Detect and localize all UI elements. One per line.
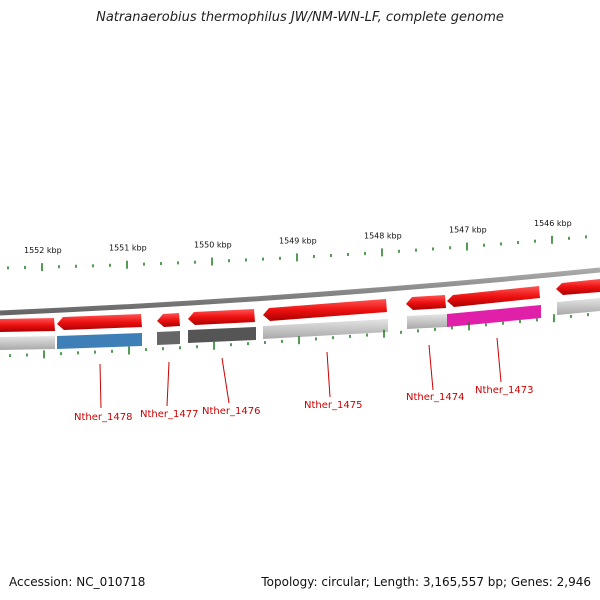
gene-label-nther-1476: Nther_1476 [202, 406, 260, 417]
gene-leader-lines [99, 337, 502, 409]
leader-line [326, 351, 331, 398]
kbp-label: 1552 kbp [24, 246, 62, 255]
kbp-label: 1549 kbp [279, 236, 317, 245]
kbp-labels: 1552 kbp 1551 kbp 1550 kbp 1549 kbp 1548 kbp… [24, 219, 572, 255]
gene-block-nther-1476 [188, 327, 256, 343]
cds-arrow [447, 286, 540, 307]
cds-arrow [157, 313, 180, 327]
leader-line [221, 357, 230, 404]
kbp-label: 1547 kbp [449, 226, 487, 235]
gene-block-nther-1473 [447, 305, 541, 327]
gene-block [0, 336, 55, 350]
gene-label-nther-1478: Nther_1478 [74, 412, 132, 423]
cds-arrow [57, 314, 142, 330]
kbp-label: 1548 kbp [364, 231, 402, 240]
cds-track-red [0, 279, 600, 332]
gene-label-nther-1475: Nther_1475 [304, 400, 362, 411]
genome-summary: Topology: circular; Length: 3,165,557 bp… [261, 575, 591, 589]
gene-label-nther-1477: Nther_1477 [140, 409, 198, 420]
cds-arrow [0, 318, 55, 332]
leader-line [99, 363, 102, 409]
cds-arrow [406, 295, 446, 310]
genome-backbone [0, 267, 600, 316]
gene-block [557, 298, 600, 315]
leader-line [496, 337, 502, 383]
gene-block-nther-1475 [263, 319, 388, 339]
accession-label: Accession: NC_010718 [9, 575, 146, 589]
cds-arrow [263, 299, 387, 321]
gene-label-nther-1474: Nther_1474 [406, 392, 464, 403]
gene-block-nther-1474 [407, 314, 447, 329]
map-title: Natranaerobius thermophilus JW/NM-WN-LF,… [96, 10, 504, 25]
gene-block-nther-1478 [57, 333, 142, 349]
leader-line [166, 361, 170, 407]
gene-labels: Nther_1478 Nther_1477 Nther_1476 Nther_1… [74, 385, 533, 423]
kbp-ticks-lower [9, 313, 589, 359]
gene-track-lower [0, 298, 600, 350]
gene-label-nther-1473: Nther_1473 [475, 385, 533, 396]
kbp-ticks-upper [7, 235, 587, 272]
leader-line [428, 344, 434, 391]
cds-arrow [556, 279, 600, 295]
kbp-label: 1550 kbp [194, 240, 232, 249]
gene-block-nther-1477 [157, 331, 180, 345]
kbp-label: 1551 kbp [109, 244, 147, 253]
cds-arrow [188, 309, 255, 325]
kbp-label: 1546 kbp [534, 219, 572, 228]
